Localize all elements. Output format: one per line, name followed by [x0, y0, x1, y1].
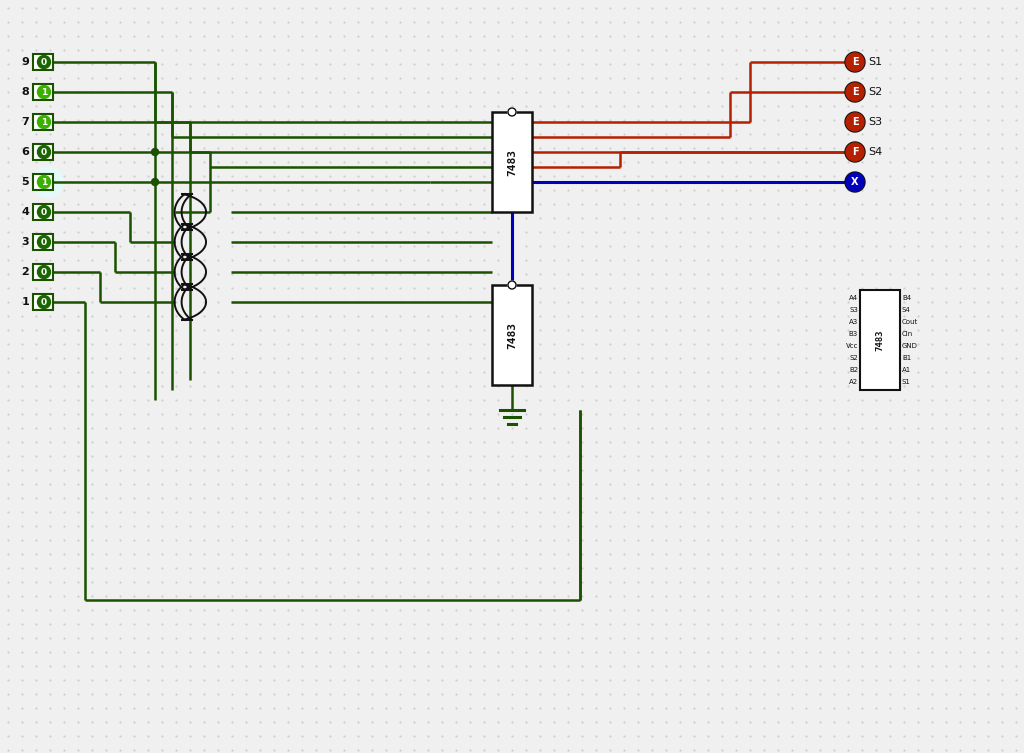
- Circle shape: [846, 143, 864, 161]
- Circle shape: [38, 295, 50, 309]
- Circle shape: [38, 206, 50, 218]
- Text: A2: A2: [849, 379, 858, 385]
- Text: 3: 3: [22, 237, 29, 247]
- Circle shape: [152, 148, 159, 156]
- Circle shape: [38, 175, 50, 188]
- Text: Cin: Cin: [902, 331, 913, 337]
- Circle shape: [846, 83, 864, 101]
- Circle shape: [152, 178, 159, 185]
- Text: S1: S1: [868, 57, 882, 67]
- Text: A1: A1: [902, 367, 911, 373]
- Text: F: F: [852, 147, 858, 157]
- Circle shape: [845, 142, 865, 162]
- Circle shape: [38, 236, 50, 248]
- Text: S4: S4: [868, 147, 883, 157]
- Circle shape: [508, 281, 516, 289]
- FancyBboxPatch shape: [33, 84, 53, 100]
- Text: 0: 0: [41, 297, 47, 306]
- Text: 1: 1: [41, 87, 47, 96]
- FancyBboxPatch shape: [33, 114, 53, 130]
- Text: Cout: Cout: [902, 319, 919, 325]
- Text: 9: 9: [22, 57, 29, 67]
- Circle shape: [845, 82, 865, 102]
- FancyBboxPatch shape: [33, 174, 53, 190]
- Text: E: E: [852, 87, 858, 97]
- FancyBboxPatch shape: [492, 285, 532, 385]
- Text: 0: 0: [41, 208, 47, 217]
- Text: 6: 6: [22, 147, 29, 157]
- Text: A4: A4: [849, 295, 858, 301]
- Text: S2: S2: [849, 355, 858, 361]
- Circle shape: [38, 115, 50, 129]
- Circle shape: [38, 266, 50, 279]
- Text: E: E: [852, 117, 858, 127]
- Text: S2: S2: [868, 87, 883, 97]
- FancyBboxPatch shape: [33, 54, 53, 70]
- Text: 0: 0: [41, 148, 47, 157]
- Text: 0: 0: [41, 237, 47, 246]
- FancyBboxPatch shape: [33, 144, 53, 160]
- Text: 1: 1: [41, 117, 47, 127]
- FancyBboxPatch shape: [33, 204, 53, 220]
- FancyBboxPatch shape: [33, 234, 53, 250]
- Text: B4: B4: [902, 295, 911, 301]
- Text: A3: A3: [849, 319, 858, 325]
- Circle shape: [38, 145, 50, 158]
- Text: 7: 7: [22, 117, 29, 127]
- Text: 1: 1: [41, 178, 47, 187]
- Text: B1: B1: [902, 355, 911, 361]
- Circle shape: [38, 56, 50, 69]
- Text: 7483: 7483: [507, 148, 517, 175]
- Text: E: E: [852, 57, 858, 67]
- Text: X: X: [851, 177, 859, 187]
- Text: 2: 2: [22, 267, 29, 277]
- Text: 0: 0: [41, 267, 47, 276]
- Circle shape: [846, 113, 864, 131]
- Circle shape: [845, 172, 865, 192]
- Circle shape: [32, 166, 63, 198]
- Text: S3: S3: [849, 307, 858, 313]
- Text: 7483: 7483: [507, 322, 517, 349]
- Text: 5: 5: [22, 177, 29, 187]
- Text: S4: S4: [902, 307, 910, 313]
- Circle shape: [845, 52, 865, 72]
- Circle shape: [508, 108, 516, 116]
- Circle shape: [846, 173, 864, 191]
- Text: Vcc: Vcc: [846, 343, 858, 349]
- Text: 0: 0: [41, 57, 47, 66]
- Text: 1: 1: [22, 297, 29, 307]
- Text: B3: B3: [849, 331, 858, 337]
- Text: S3: S3: [868, 117, 882, 127]
- FancyBboxPatch shape: [33, 294, 53, 310]
- Text: B2: B2: [849, 367, 858, 373]
- FancyBboxPatch shape: [492, 112, 532, 212]
- Text: 7483: 7483: [876, 329, 885, 351]
- Circle shape: [845, 112, 865, 132]
- Text: GND: GND: [902, 343, 918, 349]
- FancyBboxPatch shape: [860, 290, 900, 390]
- Text: 8: 8: [22, 87, 29, 97]
- Text: S1: S1: [902, 379, 911, 385]
- FancyBboxPatch shape: [33, 264, 53, 280]
- Circle shape: [846, 53, 864, 71]
- Text: 4: 4: [22, 207, 29, 217]
- Circle shape: [38, 86, 50, 99]
